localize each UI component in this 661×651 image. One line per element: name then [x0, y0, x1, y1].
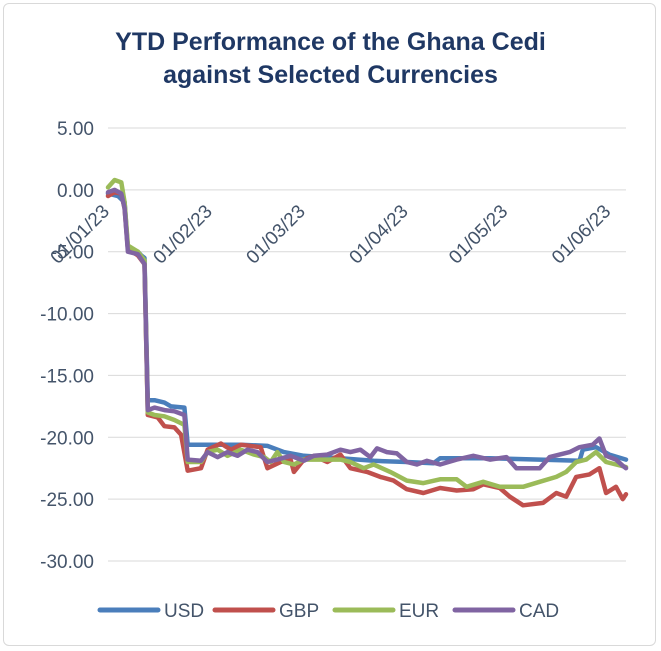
legend-label-cad: CAD	[519, 601, 559, 622]
chart-title: YTD Performance of the Ghana Cedi agains…	[0, 26, 661, 92]
series-line-cad	[105, 187, 629, 471]
y-tick-label: 0.00	[57, 181, 94, 202]
chart-frame	[3, 3, 656, 646]
y-tick-label: -20.00	[40, 428, 94, 449]
x-tick-label: 01/04/23	[346, 201, 413, 268]
x-tick-label: 01/05/23	[445, 201, 512, 268]
y-tick-label: -25.00	[40, 490, 94, 511]
x-tick-label: 01/02/23	[150, 201, 217, 268]
y-tick-label: -5.00	[51, 243, 94, 264]
y-tick-label: -10.00	[40, 305, 94, 326]
chart-title-line-2: against Selected Currencies	[163, 61, 498, 89]
series-lines	[105, 177, 629, 508]
y-tick-label: -30.00	[40, 552, 94, 573]
x-axis-tick-labels: 01/01/23 01/02/23 01/03/23 01/04/23 01/05/23…	[47, 201, 616, 268]
x-tick-label: 01/06/23	[548, 201, 615, 268]
legend-label-gbp: GBP	[279, 601, 319, 622]
y-tick-label: -15.00	[40, 366, 94, 387]
legend-label-usd: USD	[164, 601, 204, 622]
y-axis-tick-labels: 5.00 0.00 -5.00 -10.00 -15.00 -20.00 -25.00 -30…	[40, 119, 94, 573]
legend-label-eur: EUR	[399, 601, 439, 622]
y-tick-label: 5.00	[57, 119, 94, 140]
chart-title-line-1: YTD Performance of the Ghana Cedi	[115, 28, 546, 56]
x-tick-label: 01/03/23	[243, 201, 310, 268]
gridlines	[108, 127, 626, 562]
legend: USD GBP EUR CAD	[97, 601, 559, 622]
